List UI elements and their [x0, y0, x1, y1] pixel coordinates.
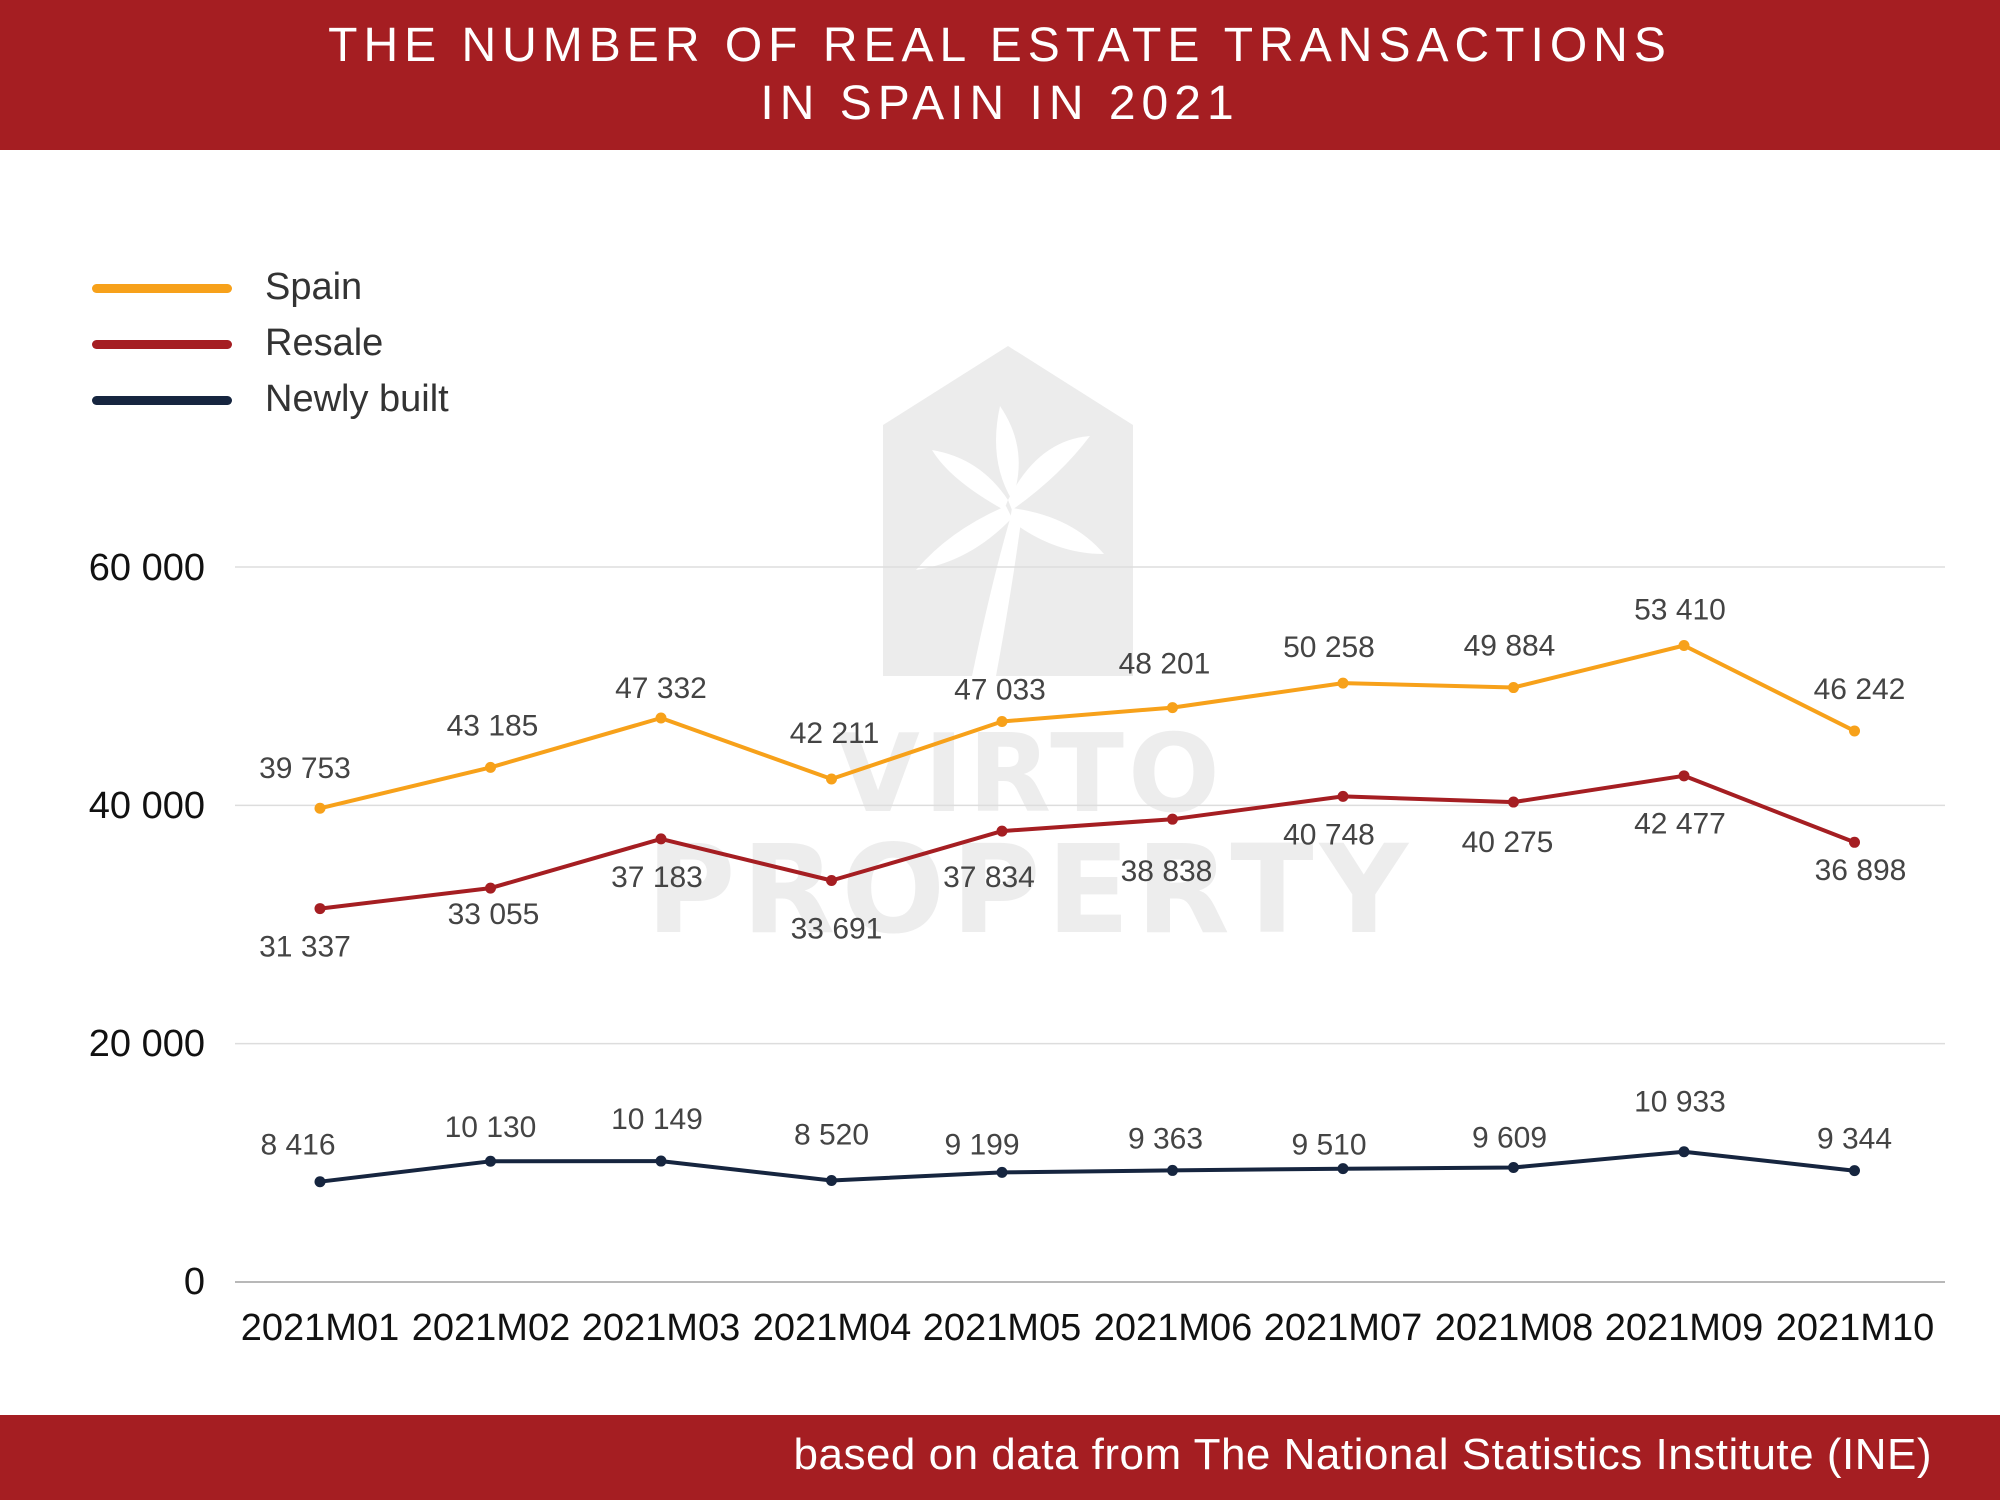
data-label-spain-1: 39 753	[259, 752, 351, 785]
legend-item-newly-built: Newly built	[92, 374, 512, 430]
legend: Spain Resale Newly built	[92, 262, 512, 430]
data-point-newly-built-9	[1678, 1146, 1690, 1158]
watermark-house-palm-logo	[883, 346, 1133, 676]
y-tick-label-20000: 20 000	[88, 1023, 205, 1065]
data-point-resale-6	[1167, 813, 1178, 825]
data-label-resale-9: 42 477	[1634, 808, 1726, 841]
legend-swatch-resale	[92, 340, 232, 349]
data-point-resale-3	[655, 833, 667, 845]
data-point-spain-4	[826, 773, 837, 785]
data-point-spain-5	[996, 716, 1008, 728]
data-label-resale-3: 37 183	[611, 861, 703, 894]
data-point-spain-7	[1337, 677, 1349, 689]
legend-swatch-spain	[92, 284, 232, 293]
data-label-resale-1: 31 337	[259, 930, 351, 963]
legend-label-spain: Spain	[265, 266, 363, 308]
data-label-newly-built-6: 9 363	[1128, 1122, 1203, 1155]
data-label-newly-built-8: 9 609	[1472, 1121, 1547, 1154]
legend-item-resale: Resale	[92, 318, 512, 374]
watermark: VIRTO PROPERTY	[560, 340, 1500, 1040]
data-point-resale-8	[1508, 796, 1519, 808]
x-tick-label-m05: 2021M05	[922, 1307, 1082, 1349]
legend-label-resale: Resale	[265, 322, 384, 364]
x-tick-label-m02: 2021M02	[411, 1307, 571, 1349]
x-tick-label-m09: 2021M09	[1604, 1307, 1764, 1349]
data-point-resale-4	[826, 875, 837, 887]
legend-label-newly-built: Newly built	[265, 378, 449, 420]
data-point-resale-10	[1849, 836, 1860, 848]
watermark-text-line-1: VIRTO	[836, 712, 1224, 837]
data-label-resale-6: 38 838	[1121, 855, 1213, 888]
x-tick-label-m10: 2021M10	[1775, 1307, 1935, 1349]
data-point-resale-7	[1337, 790, 1349, 802]
source-note: based on data from The National Statisti…	[793, 1430, 1932, 1479]
data-point-spain-10	[1849, 725, 1860, 737]
x-tick-label-m03: 2021M03	[581, 1307, 741, 1349]
data-label-spain-7: 50 258	[1283, 631, 1375, 664]
data-point-spain-6	[1167, 702, 1178, 714]
data-point-spain-1	[314, 802, 326, 814]
source-banner: based on data from The National Statisti…	[0, 1415, 2000, 1500]
data-label-newly-built-2: 10 130	[445, 1111, 537, 1144]
data-point-newly-built-6	[1167, 1164, 1178, 1176]
data-label-resale-10: 36 898	[1815, 854, 1907, 887]
data-point-newly-built-4	[826, 1174, 837, 1186]
data-label-newly-built-7: 9 510	[1291, 1129, 1366, 1162]
data-label-newly-built-9: 10 933	[1634, 1086, 1726, 1119]
x-tick-label-m04: 2021M04	[752, 1307, 912, 1349]
chart-title-line-1: THE NUMBER OF REAL ESTATE TRANSACTIONS	[328, 19, 1672, 72]
data-label-spain-3: 47 332	[615, 672, 707, 705]
data-point-resale-5	[996, 825, 1008, 837]
data-label-spain-6: 48 201	[1119, 648, 1211, 681]
data-label-spain-2: 43 185	[447, 709, 539, 742]
data-label-newly-built-10: 9 344	[1817, 1123, 1892, 1156]
data-label-spain-5: 47 033	[954, 673, 1046, 706]
watermark-text-line-2: PROPERTY	[646, 819, 1414, 961]
data-point-newly-built-5	[996, 1166, 1008, 1178]
series-line-newly-built	[318, 1149, 1857, 1184]
legend-item-spain: Spain	[92, 262, 512, 318]
series-line-spain	[318, 643, 1857, 811]
chart-title-line-2: IN SPAIN IN 2021	[760, 77, 1240, 130]
data-point-spain-9	[1678, 640, 1690, 652]
x-tick-label-m07: 2021M07	[1263, 1307, 1423, 1349]
data-label-spain-8: 49 884	[1464, 629, 1556, 662]
data-point-resale-1	[314, 903, 326, 915]
data-point-newly-built-1	[314, 1176, 326, 1188]
data-point-newly-built-3	[655, 1155, 667, 1167]
data-point-newly-built-2	[485, 1155, 496, 1167]
data-label-resale-5: 37 834	[943, 861, 1035, 894]
data-point-spain-2	[485, 761, 496, 773]
data-point-spain-3	[655, 712, 667, 724]
data-label-newly-built-3: 10 149	[611, 1103, 703, 1136]
data-label-resale-2: 33 055	[448, 898, 540, 931]
y-tick-label-40000: 40 000	[88, 785, 205, 827]
y-tick-label-0: 0	[183, 1261, 205, 1303]
data-label-resale-8: 40 275	[1462, 826, 1554, 859]
data-point-resale-2	[485, 882, 496, 894]
data-point-newly-built-7	[1337, 1163, 1349, 1175]
data-label-newly-built-5: 9 199	[944, 1128, 1019, 1161]
data-label-spain-9: 53 410	[1634, 593, 1726, 626]
data-label-spain-10: 46 242	[1814, 673, 1906, 706]
x-tick-label-m01: 2021M01	[240, 1307, 400, 1349]
data-label-newly-built-1: 8 416	[260, 1129, 335, 1162]
data-label-spain-4: 42 211	[790, 717, 880, 750]
y-tick-label-60000: 60 000	[88, 547, 205, 589]
data-label-newly-built-4: 8 520	[794, 1118, 869, 1151]
series-line-resale	[318, 773, 1857, 911]
x-tick-label-m08: 2021M08	[1434, 1307, 1594, 1349]
data-label-resale-7: 40 748	[1283, 818, 1375, 851]
data-label-resale-4: 33 691	[791, 912, 883, 945]
data-point-newly-built-8	[1508, 1161, 1519, 1173]
data-point-spain-8	[1508, 682, 1519, 694]
legend-swatch-newly-built	[92, 396, 232, 405]
data-point-resale-9	[1678, 770, 1690, 782]
x-tick-label-m06: 2021M06	[1093, 1307, 1253, 1349]
data-point-newly-built-10	[1849, 1165, 1860, 1177]
title-banner: THE NUMBER OF REAL ESTATE TRANSACTIONS I…	[0, 0, 2000, 150]
